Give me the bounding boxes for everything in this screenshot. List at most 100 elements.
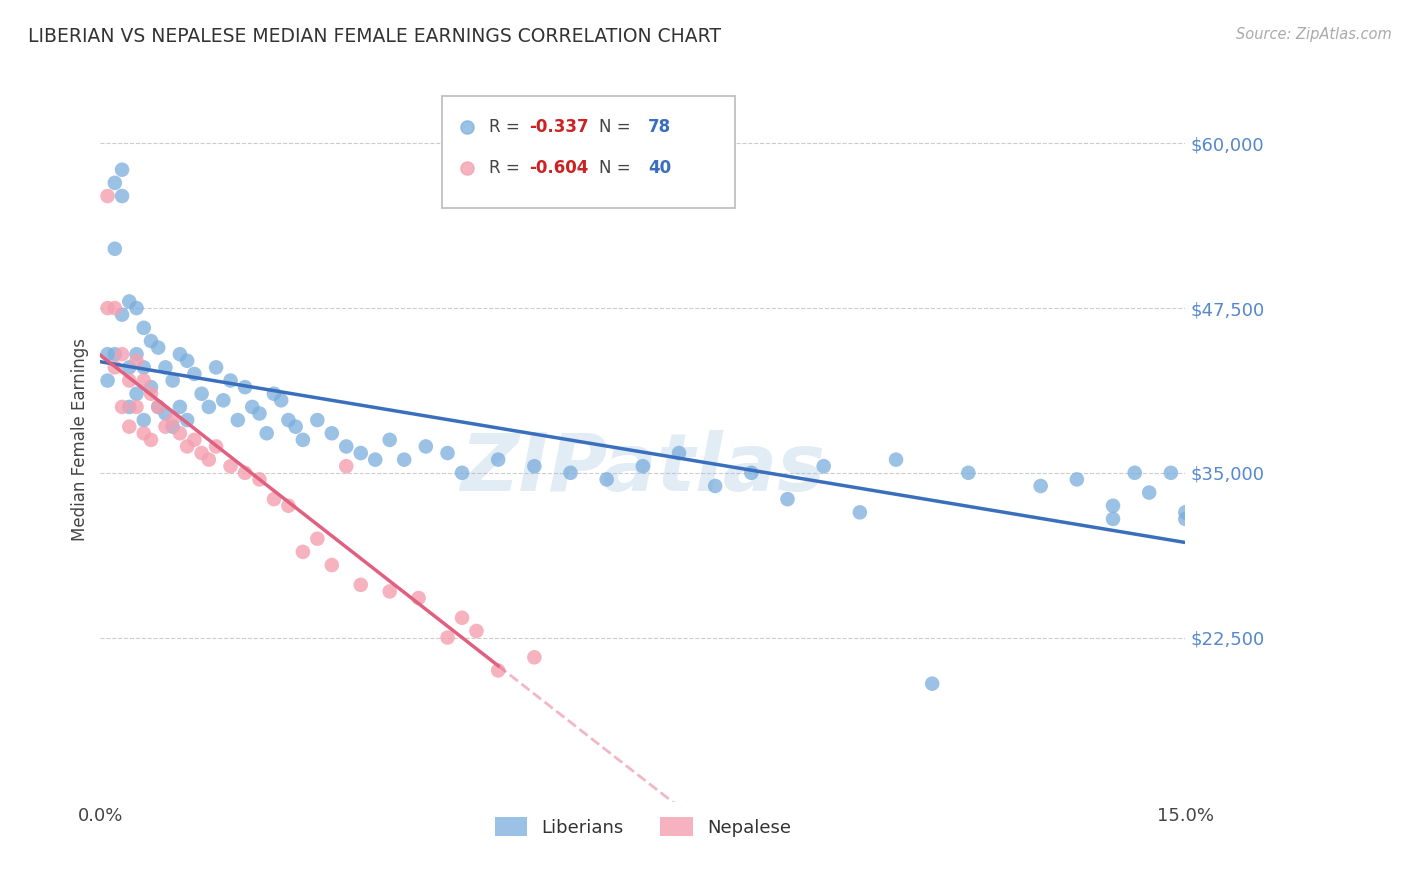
Point (190, 446, 212, 460)
Point (233, 380, 256, 394)
Point (1066, 472, 1088, 486)
Point (125, 347, 148, 361)
Point (139, 380, 162, 394)
Point (256, 426, 278, 441)
Point (813, 459, 835, 474)
Point (132, 426, 155, 441)
Point (176, 439, 198, 453)
Point (183, 367, 205, 381)
Point (364, 452, 387, 467)
Point (335, 439, 357, 453)
Point (350, 446, 373, 460)
Point (176, 353, 198, 368)
Point (277, 413, 299, 427)
Text: -0.604: -0.604 (529, 159, 588, 177)
Point (198, 452, 221, 467)
Point (263, 492, 285, 507)
Point (176, 413, 198, 427)
Point (104, 347, 127, 361)
Point (155, 419, 177, 434)
Point (704, 479, 727, 493)
Point (97, 374, 120, 388)
Point (104, 360, 127, 375)
Point (118, 294, 141, 309)
Point (132, 321, 155, 335)
Point (183, 433, 205, 447)
Text: ZIPatlas: ZIPatlas (460, 430, 825, 508)
FancyBboxPatch shape (441, 95, 735, 208)
Point (190, 386, 212, 401)
Point (139, 433, 162, 447)
Point (97, 347, 120, 361)
Point (249, 407, 271, 421)
Point (263, 386, 285, 401)
Point (307, 413, 329, 427)
Point (1102, 512, 1125, 526)
Text: N =: N = (599, 159, 637, 177)
Point (212, 393, 235, 408)
Point (198, 400, 221, 414)
Point (277, 499, 299, 513)
Point (415, 439, 437, 453)
Point (162, 413, 184, 427)
Point (118, 419, 141, 434)
Point (111, 347, 134, 361)
Point (125, 353, 148, 368)
Point (125, 400, 148, 414)
Point (162, 419, 184, 434)
Point (595, 472, 617, 486)
Point (148, 400, 170, 414)
Point (118, 360, 141, 375)
Point (205, 360, 228, 375)
Point (169, 347, 191, 361)
Point (111, 400, 134, 414)
Point (307, 532, 329, 546)
Point (233, 466, 256, 480)
Point (118, 400, 141, 414)
Point (169, 400, 191, 414)
Point (335, 459, 357, 474)
Text: R =: R = (489, 118, 524, 136)
Point (1137, 485, 1160, 500)
Point (436, 631, 458, 645)
Point (111, 308, 134, 322)
Legend: Liberians, Nepalese: Liberians, Nepalese (488, 810, 799, 844)
Point (270, 393, 292, 408)
Point (132, 374, 155, 388)
Point (284, 419, 307, 434)
Point (148, 341, 170, 355)
Point (104, 242, 127, 256)
Point (1174, 512, 1197, 526)
Point (451, 466, 474, 480)
Point (560, 466, 582, 480)
Point (139, 386, 162, 401)
Point (378, 433, 401, 447)
Y-axis label: Median Female Earnings: Median Female Earnings (72, 338, 89, 541)
Point (155, 360, 177, 375)
Point (104, 176, 127, 190)
Point (1174, 505, 1197, 519)
Text: R =: R = (489, 159, 524, 177)
Point (162, 374, 184, 388)
Point (148, 400, 170, 414)
Point (523, 459, 546, 474)
Point (132, 413, 155, 427)
Point (219, 374, 242, 388)
Point (97, 189, 120, 203)
Point (249, 472, 271, 486)
Point (97, 301, 120, 315)
Point (155, 407, 177, 421)
Text: N =: N = (599, 118, 637, 136)
Point (132, 360, 155, 375)
Point (111, 189, 134, 203)
Point (740, 466, 762, 480)
Point (139, 334, 162, 348)
Point (668, 446, 690, 460)
Point (486, 452, 509, 467)
Point (219, 459, 242, 474)
Point (884, 452, 907, 467)
Point (392, 452, 415, 467)
Point (451, 611, 474, 625)
Text: LIBERIAN VS NEPALESE MEDIAN FEMALE EARNINGS CORRELATION CHART: LIBERIAN VS NEPALESE MEDIAN FEMALE EARNI… (28, 27, 721, 45)
Point (1102, 499, 1125, 513)
